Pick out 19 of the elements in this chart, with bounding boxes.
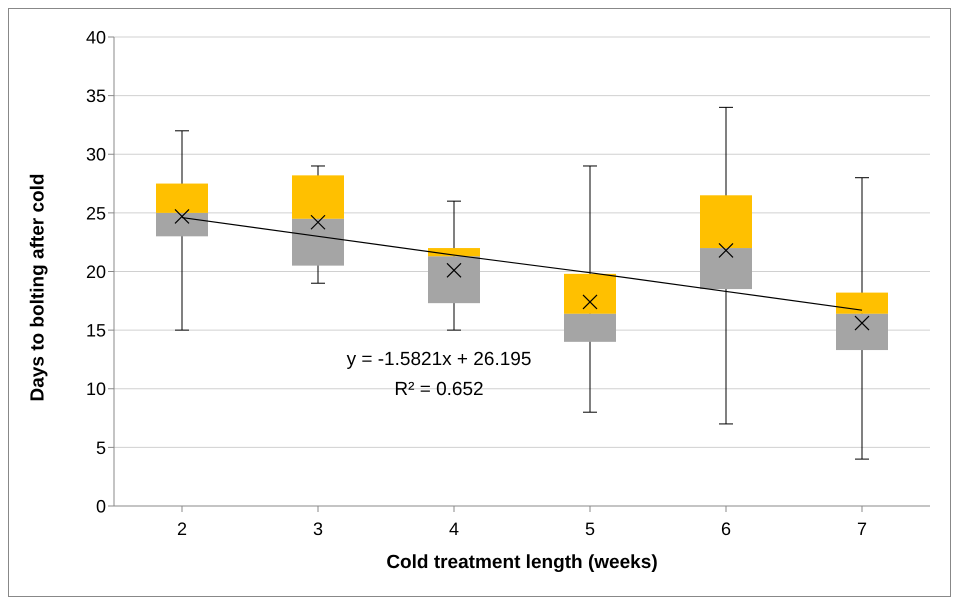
y-tick-label: 40 [86,27,106,48]
x-tick-label: 5 [584,518,596,539]
y-tick-label: 35 [86,86,106,106]
x-tick-label: 2 [176,518,188,539]
y-tick-label: 25 [86,203,106,224]
annotation: R² = 0.652 [393,379,485,401]
x-tick-label: 3 [312,518,324,539]
y-tick-label: 0 [96,496,106,516]
x-tick-label: 7 [856,518,868,539]
x-axis-title: Cold treatment length (weeks) [386,552,658,573]
y-tick-label: 10 [86,379,106,400]
y-tick-label: 20 [86,262,106,282]
y-tick-label: 5 [96,438,106,458]
x-tick-label: 6 [720,518,732,539]
y-tick-label: 30 [86,144,106,165]
y-tick-label: 15 [86,320,106,341]
x-tick-label: 4 [448,518,460,539]
y-axis-title: Days to bolting after cold [28,173,49,402]
annotation: y = -1.5821x + 26.195 [346,349,532,371]
